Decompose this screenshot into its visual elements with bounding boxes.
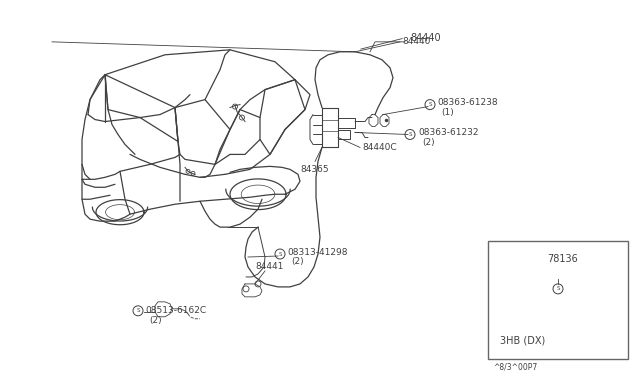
Text: ^8/3^00P7: ^8/3^00P7	[493, 362, 537, 371]
Text: (2): (2)	[291, 257, 303, 266]
Text: 84440C: 84440C	[362, 143, 397, 152]
Text: S: S	[136, 308, 140, 313]
Text: 08363-61238: 08363-61238	[437, 98, 498, 107]
Text: (2): (2)	[149, 316, 162, 325]
Text: 78136: 78136	[548, 254, 579, 264]
Text: 84440: 84440	[410, 33, 440, 43]
Text: S: S	[428, 102, 432, 107]
Text: 08513-6162C: 08513-6162C	[145, 306, 206, 315]
Text: S: S	[408, 132, 412, 137]
Text: 84440: 84440	[402, 37, 430, 46]
Text: 08363-61232: 08363-61232	[418, 128, 479, 137]
Text: 3HB (DX): 3HB (DX)	[500, 336, 545, 346]
Text: (1): (1)	[441, 108, 454, 117]
Text: S: S	[278, 251, 282, 257]
Text: 08313-41298: 08313-41298	[287, 247, 348, 257]
Text: S: S	[556, 286, 560, 291]
Text: (2): (2)	[422, 138, 435, 147]
Bar	[488, 241, 628, 359]
Text: 84441: 84441	[255, 263, 284, 272]
Text: 84365: 84365	[300, 165, 328, 174]
